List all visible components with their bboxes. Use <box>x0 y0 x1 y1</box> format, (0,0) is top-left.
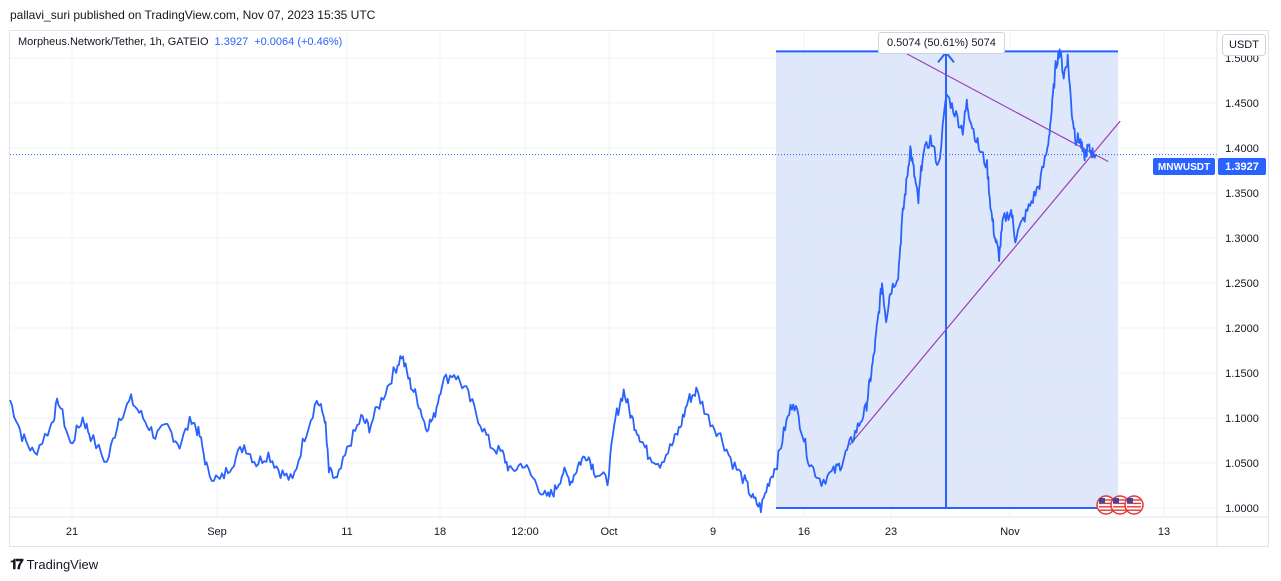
time-tick-label: 18 <box>434 526 446 538</box>
legend-price: 1.3927 <box>214 36 249 48</box>
time-tick-label: 23 <box>885 526 897 538</box>
price-tick-label: 1.4500 <box>1225 98 1259 110</box>
last-price-tag: MNWUSDT 1.3927 <box>1153 158 1266 175</box>
time-tick-label: Sep <box>207 526 227 538</box>
price-tick-label: 1.2000 <box>1225 323 1259 335</box>
currency-button[interactable]: USDT <box>1222 34 1266 56</box>
symbol-tag-bg <box>1153 158 1215 175</box>
us-flag-event-icon[interactable] <box>1096 495 1116 515</box>
measure-label: 0.5074 (50.61%) 5074 <box>878 32 1005 54</box>
price-tag-bg <box>1218 158 1266 175</box>
chart-frame <box>9 30 1269 547</box>
time-tick-label: 21 <box>66 526 78 538</box>
trendline-2 <box>905 52 1109 163</box>
price-tick-label: 1.4000 <box>1225 143 1259 155</box>
symbol-name: Morpheus.Network/Tether, 1h, GATEIO <box>18 36 209 48</box>
price-series-line[interactable] <box>9 48 1097 514</box>
price-tick-label: 1.0000 <box>1225 503 1259 515</box>
publisher-caption: pallavi_suri published on TradingView.co… <box>10 8 376 22</box>
trendline-1 <box>849 120 1121 446</box>
time-tick-label: Oct <box>600 526 617 538</box>
price-tick-label: 1.3500 <box>1225 188 1259 200</box>
flag-canton <box>1113 498 1119 503</box>
price-tick-label: 1.1000 <box>1225 413 1259 425</box>
price-tick-label: 1.0500 <box>1225 458 1259 470</box>
price-tick-label: 1.1500 <box>1225 368 1259 380</box>
legend-change: +0.0064 (+0.46%) <box>254 36 343 48</box>
tradingview-logo-icon: 𝟏𝟕 <box>10 556 24 572</box>
us-flag-event-icon[interactable] <box>1124 495 1144 515</box>
time-tick-label: 9 <box>710 526 716 538</box>
price-tick-label: 1.5000 <box>1225 53 1259 65</box>
time-tick-label: 13 <box>1158 526 1170 538</box>
price-tick-label: 1.3000 <box>1225 233 1259 245</box>
event-flags <box>1096 495 1144 515</box>
tradingview-wordmark: TradingView <box>26 557 99 572</box>
time-tick-label: 11 <box>341 526 352 538</box>
trendlines <box>849 52 1121 446</box>
price-tick-label: 1.2500 <box>1225 278 1259 290</box>
time-tick-label: 16 <box>798 526 810 538</box>
flag-canton <box>1127 498 1133 503</box>
price-axis[interactable]: 1.5000 1.4500 1.4000 1.3500 1.3000 1.2500 1.20… <box>1216 31 1259 546</box>
time-tick-label: Nov <box>1000 526 1020 538</box>
price-tag-text: 1.3927 <box>1225 161 1259 173</box>
tradingview-logo[interactable]: 𝟏𝟕 TradingView <box>10 556 98 573</box>
symbol-legend: Morpheus.Network/Tether, 1h, GATEIO 1.392… <box>18 36 342 48</box>
flag-canton <box>1099 498 1105 503</box>
time-tick-label: 12:00 <box>511 526 539 538</box>
symbol-tag-text: MNWUSDT <box>1158 162 1210 173</box>
time-axis[interactable]: 21 Sep 11 18 12:00 Oct 9 16 23 Nov 13 <box>10 516 1269 538</box>
